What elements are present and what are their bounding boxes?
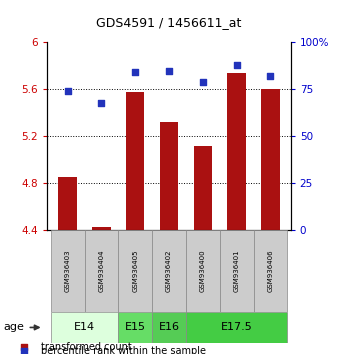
Text: E16: E16 [159, 322, 179, 332]
Bar [51, 312, 118, 343]
Text: E17.5: E17.5 [221, 322, 252, 332]
Text: GSM936406: GSM936406 [267, 250, 273, 292]
Point [166, 68, 172, 74]
Bar [261, 90, 280, 230]
Bar [84, 230, 118, 312]
Text: transformed count: transformed count [41, 342, 131, 352]
Bar [152, 230, 186, 312]
Bar [186, 230, 220, 312]
Text: GDS4591 / 1456611_at: GDS4591 / 1456611_at [96, 16, 242, 29]
Text: GSM936404: GSM936404 [98, 250, 104, 292]
Bar [92, 227, 111, 230]
Text: E14: E14 [74, 322, 95, 332]
Bar [58, 177, 77, 230]
Text: GSM936405: GSM936405 [132, 250, 138, 292]
Text: GSM936401: GSM936401 [234, 250, 240, 292]
Bar [186, 312, 287, 343]
Point [234, 62, 239, 68]
Bar [126, 92, 145, 230]
Bar [254, 230, 287, 312]
Text: GSM936400: GSM936400 [200, 250, 206, 292]
Point [65, 88, 70, 94]
Bar [152, 312, 186, 343]
Point [200, 79, 206, 85]
Bar [51, 230, 84, 312]
Point [99, 100, 104, 105]
Bar [220, 230, 254, 312]
Point [21, 348, 26, 354]
Point [21, 344, 26, 350]
Bar [227, 73, 246, 230]
Point [268, 73, 273, 79]
Text: percentile rank within the sample: percentile rank within the sample [41, 346, 206, 354]
Bar [193, 146, 212, 230]
Text: GSM936402: GSM936402 [166, 250, 172, 292]
Bar [118, 230, 152, 312]
Text: age: age [3, 322, 24, 332]
Point [132, 70, 138, 75]
Bar [160, 122, 178, 230]
Bar [118, 312, 152, 343]
Text: GSM936403: GSM936403 [65, 250, 71, 292]
Text: E15: E15 [125, 322, 146, 332]
